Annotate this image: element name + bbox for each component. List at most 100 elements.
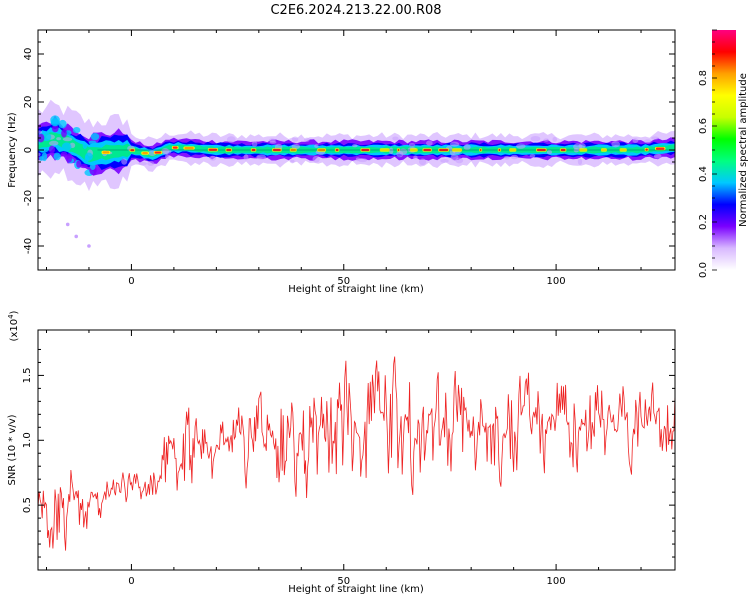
y-tick-label: 0.5 [22, 497, 33, 513]
colorbar-tick-label: 0.8 [698, 70, 709, 86]
colorbar-tick-label: 0.4 [698, 166, 709, 182]
heatmap-speckle [304, 137, 310, 142]
heatmap-speckle [418, 158, 427, 166]
heatmap-speckle [392, 136, 399, 141]
heatmap-speckle [56, 137, 61, 141]
spectrogram-panel: 0 50 100 -40 -20 0 20 40 Height of straight lin… [7, 29, 676, 295]
x-tick-label: 0 [128, 276, 134, 287]
snr-xlabel: Height of straight line (km) [288, 584, 424, 595]
spectrogram-xlabel: Height of straight line (km) [288, 284, 424, 295]
heatmap-speckle [529, 154, 536, 158]
heatmap-blob [84, 155, 89, 163]
heatmap-speckle [268, 138, 276, 143]
y-tick-label: 20 [23, 96, 34, 109]
heatmap-blob [88, 140, 97, 145]
snr-ticks: 0 50 100 0.5 1.0 1.5 [22, 330, 675, 587]
snr-frame [37, 329, 676, 571]
y-tick-label: -20 [23, 190, 34, 206]
colorbar-tick-label: 0.0 [698, 262, 709, 278]
heatmap-blob [66, 153, 73, 163]
heatmap-blob [60, 151, 68, 157]
heatmap-speckle [291, 143, 301, 150]
heatmap-peak [154, 151, 162, 154]
heatmap-blob [53, 152, 61, 161]
heatmap-outlier [65, 222, 70, 227]
heatmap-speckle [653, 153, 662, 159]
heatmap-speckle [510, 154, 519, 160]
heatmap-blob [61, 129, 67, 138]
heatmap-peak [102, 151, 110, 154]
heatmap-outlier [74, 234, 79, 239]
heatmap-blob [89, 163, 96, 171]
heatmap-speckle [62, 137, 73, 142]
heatmap-blob [82, 142, 88, 149]
heatmap-speckle [314, 144, 319, 148]
colorbar-tick-label: 0.6 [698, 118, 709, 134]
heatmap-peak [142, 151, 148, 155]
heatmap-blob [76, 160, 82, 168]
heatmap-peak [184, 146, 194, 150]
heatmap-speckle [38, 152, 41, 157]
heatmap-peak [655, 147, 665, 150]
snr-series-line [38, 356, 675, 551]
heatmap-speckle [552, 136, 558, 143]
heatmap-peak [172, 146, 178, 149]
spectrogram-ticks: 0 50 100 -40 -20 0 20 40 [23, 29, 675, 287]
heatmap-blob [90, 133, 100, 141]
heatmap-speckle [165, 154, 170, 159]
heatmap-speckle [516, 143, 526, 149]
heatmap-speckle [49, 140, 59, 146]
x-tick-label: 0 [128, 576, 134, 587]
heatmap-outlier [87, 244, 91, 248]
heatmap-speckle [426, 140, 433, 146]
heatmap-blob [38, 133, 45, 143]
spectrogram-ylabel: Frequency (Hz) [7, 112, 18, 188]
heatmap-speckle [243, 154, 249, 161]
heatmap-speckle [546, 149, 552, 155]
heatmap-blob [61, 142, 72, 152]
snr-panel: 0 50 100 0.5 1.0 1.5 Height of straight line … [7, 310, 676, 595]
x-tick-label: 100 [547, 276, 566, 287]
heatmap-speckle [162, 149, 172, 155]
x-tick-label: 50 [337, 276, 350, 287]
heatmap-blob [58, 119, 67, 129]
heatmap-band-green [38, 132, 675, 163]
y-tick-label: 0 [23, 147, 34, 153]
colorbar-gradient [712, 30, 736, 270]
heatmap-speckle [357, 158, 368, 163]
heatmap-speckle [455, 157, 464, 164]
spectrogram-heatmap [38, 99, 675, 248]
x-tick-label: 100 [547, 576, 566, 587]
heatmap-speckle [147, 161, 155, 166]
heatmap-blob [79, 164, 88, 169]
heatmap-blob [72, 126, 81, 134]
heatmap-speckle [543, 138, 550, 142]
heatmap-speckle [573, 143, 583, 151]
heatmap-speckle [38, 130, 43, 134]
snr-ylabel: SNR (10 * v/v) [7, 414, 18, 485]
colorbar-ticks: 0.0 0.2 0.4 0.6 0.8 [698, 29, 717, 278]
heatmap-speckle [396, 150, 404, 158]
y-tick-label: 1.0 [22, 432, 33, 448]
heatmap-speckle [256, 154, 267, 160]
heatmap-speckle [352, 144, 358, 148]
heatmap-speckle [251, 141, 258, 147]
heatmap-speckle [408, 143, 416, 147]
y-tick-label: -40 [23, 238, 34, 254]
colorbar-tick-label: 0.2 [698, 214, 709, 230]
heatmap-blob [48, 145, 56, 154]
heatmap-blob [51, 125, 59, 133]
heatmap-speckle [503, 156, 510, 160]
y-tick-label: 1.5 [22, 367, 33, 383]
heatmap-speckle [226, 136, 236, 143]
heatmap-speckle [643, 139, 652, 144]
heatmap-speckle [413, 155, 418, 160]
heatmap-speckle [290, 159, 295, 164]
heatmap-speckle [632, 138, 639, 143]
heatmap-blob [39, 156, 44, 161]
x-tick-label: 50 [337, 576, 350, 587]
heatmap-speckle [530, 136, 541, 142]
y-tick-label: 40 [23, 48, 34, 61]
